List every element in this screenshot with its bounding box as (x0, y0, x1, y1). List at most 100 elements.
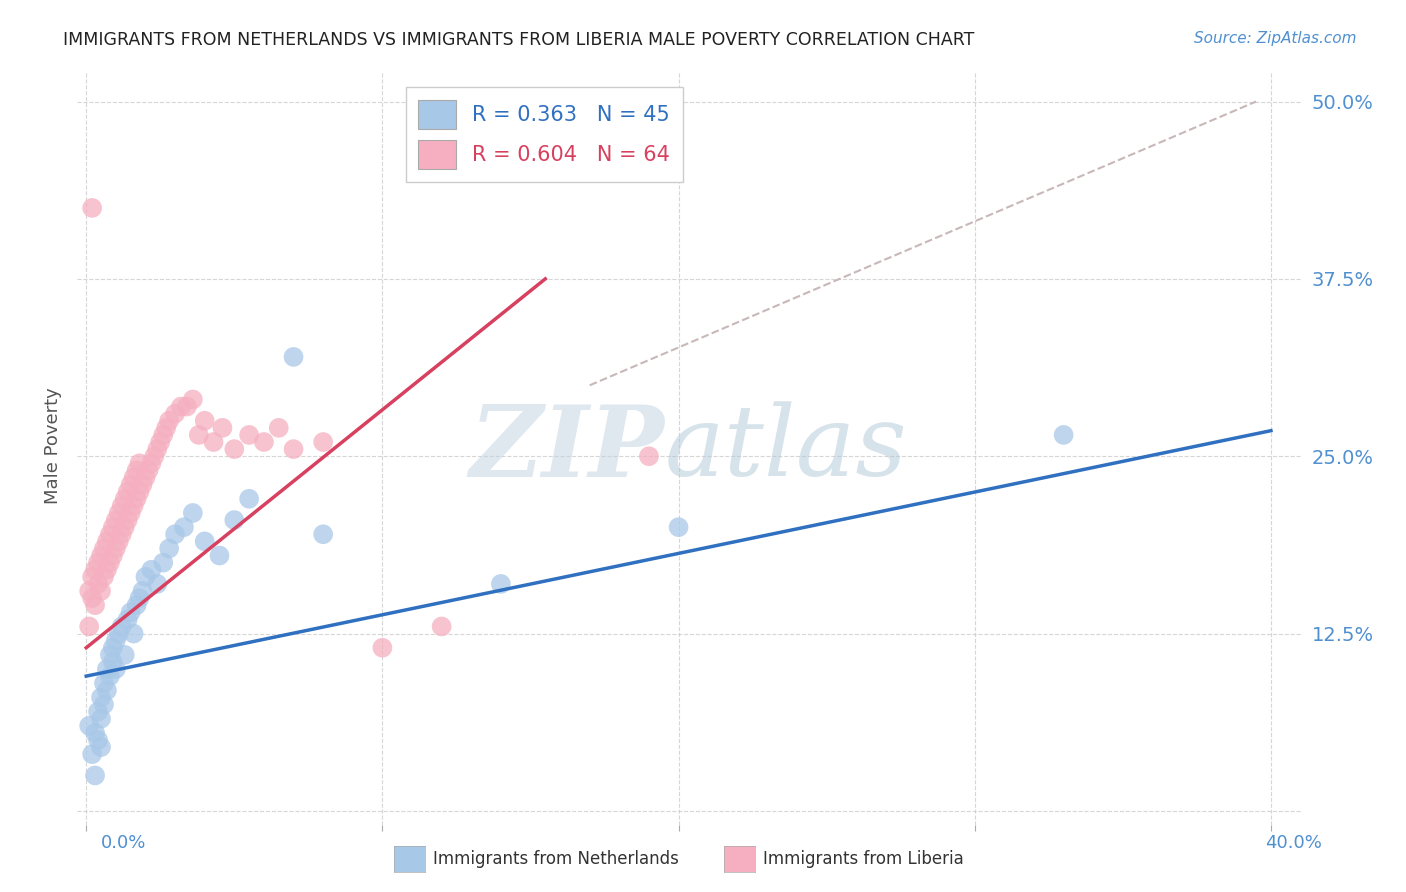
Point (96, 662, 118, 676)
Point (87, 733, 110, 747)
Point (1052, 428, 1074, 442)
Point (98, 648, 121, 662)
Point (90, 740, 112, 755)
Point (143, 449, 166, 463)
Point (131, 584, 153, 599)
Point (489, 577, 512, 591)
Point (107, 534, 129, 549)
Point (173, 520, 195, 534)
Point (104, 513, 127, 527)
Point (104, 633, 127, 648)
Point (111, 527, 134, 541)
Point (149, 435, 172, 450)
Point (82, 591, 104, 606)
Point (283, 350, 305, 364)
Point (87, 556, 110, 570)
Point (101, 549, 124, 563)
Point (146, 577, 169, 591)
Point (107, 626, 129, 640)
Point (224, 513, 246, 527)
Point (138, 463, 160, 477)
Point (430, 619, 453, 633)
Point (122, 626, 145, 640)
Point (165, 407, 187, 421)
Point (77, 584, 100, 599)
Text: IMMIGRANTS FROM NETHERLANDS VS IMMIGRANTS FROM LIBERIA MALE POVERTY CORRELATION : IMMIGRANTS FROM NETHERLANDS VS IMMIGRANT… (63, 31, 974, 49)
Point (157, 414, 180, 428)
Point (104, 541, 127, 556)
Point (152, 556, 174, 570)
Point (181, 506, 204, 520)
Point (238, 491, 260, 506)
Point (211, 421, 233, 435)
Point (117, 612, 139, 626)
Point (267, 421, 290, 435)
Point (312, 527, 335, 541)
Point (90, 584, 112, 599)
Point (90, 712, 112, 726)
Point (152, 428, 174, 442)
Point (165, 527, 187, 541)
Point (181, 392, 204, 407)
Point (87, 705, 110, 719)
Point (134, 570, 156, 584)
Point (90, 690, 112, 705)
Point (668, 520, 690, 534)
Point (224, 442, 246, 457)
Point (101, 520, 124, 534)
Point (98, 556, 121, 570)
Point (114, 648, 136, 662)
Point (120, 477, 142, 491)
Text: atlas: atlas (665, 401, 907, 497)
Point (128, 484, 150, 499)
Point (84, 563, 107, 577)
Point (125, 463, 148, 477)
Text: Male Poverty: Male Poverty (45, 388, 62, 504)
Point (98, 527, 121, 541)
Text: 0.0%: 0.0% (101, 834, 146, 852)
Point (111, 499, 134, 513)
Point (194, 414, 217, 428)
Point (187, 428, 209, 442)
Legend: R = 0.363   N = 45, R = 0.604   N = 64: R = 0.363 N = 45, R = 0.604 N = 64 (406, 87, 683, 182)
Point (107, 506, 129, 520)
Point (114, 491, 136, 506)
Point (93, 676, 115, 690)
Point (93, 541, 115, 556)
Point (194, 534, 217, 549)
Point (157, 541, 180, 556)
Point (84, 598, 107, 612)
Point (131, 477, 153, 491)
Point (122, 499, 145, 513)
Point (122, 470, 145, 484)
Point (208, 549, 231, 563)
Point (125, 491, 148, 506)
Point (82, 747, 104, 761)
Point (638, 449, 661, 463)
Point (104, 662, 127, 676)
Point (101, 640, 124, 655)
Point (128, 456, 150, 470)
Point (176, 400, 198, 414)
Point (96, 563, 118, 577)
Text: Immigrants from Liberia: Immigrants from Liberia (763, 850, 965, 868)
Point (93, 698, 115, 712)
Point (84, 726, 107, 740)
Point (134, 470, 156, 484)
Point (125, 598, 148, 612)
Point (101, 655, 124, 669)
Point (77, 719, 100, 733)
Point (141, 456, 163, 470)
Point (120, 605, 142, 619)
Text: 40.0%: 40.0% (1265, 834, 1322, 852)
Point (84, 768, 107, 782)
Point (98, 669, 121, 683)
Text: ZIP: ZIP (470, 401, 665, 498)
Point (90, 549, 112, 563)
Point (82, 201, 104, 215)
Point (253, 435, 276, 450)
Point (283, 442, 305, 457)
Point (155, 421, 177, 435)
Point (93, 570, 115, 584)
Point (202, 435, 225, 450)
